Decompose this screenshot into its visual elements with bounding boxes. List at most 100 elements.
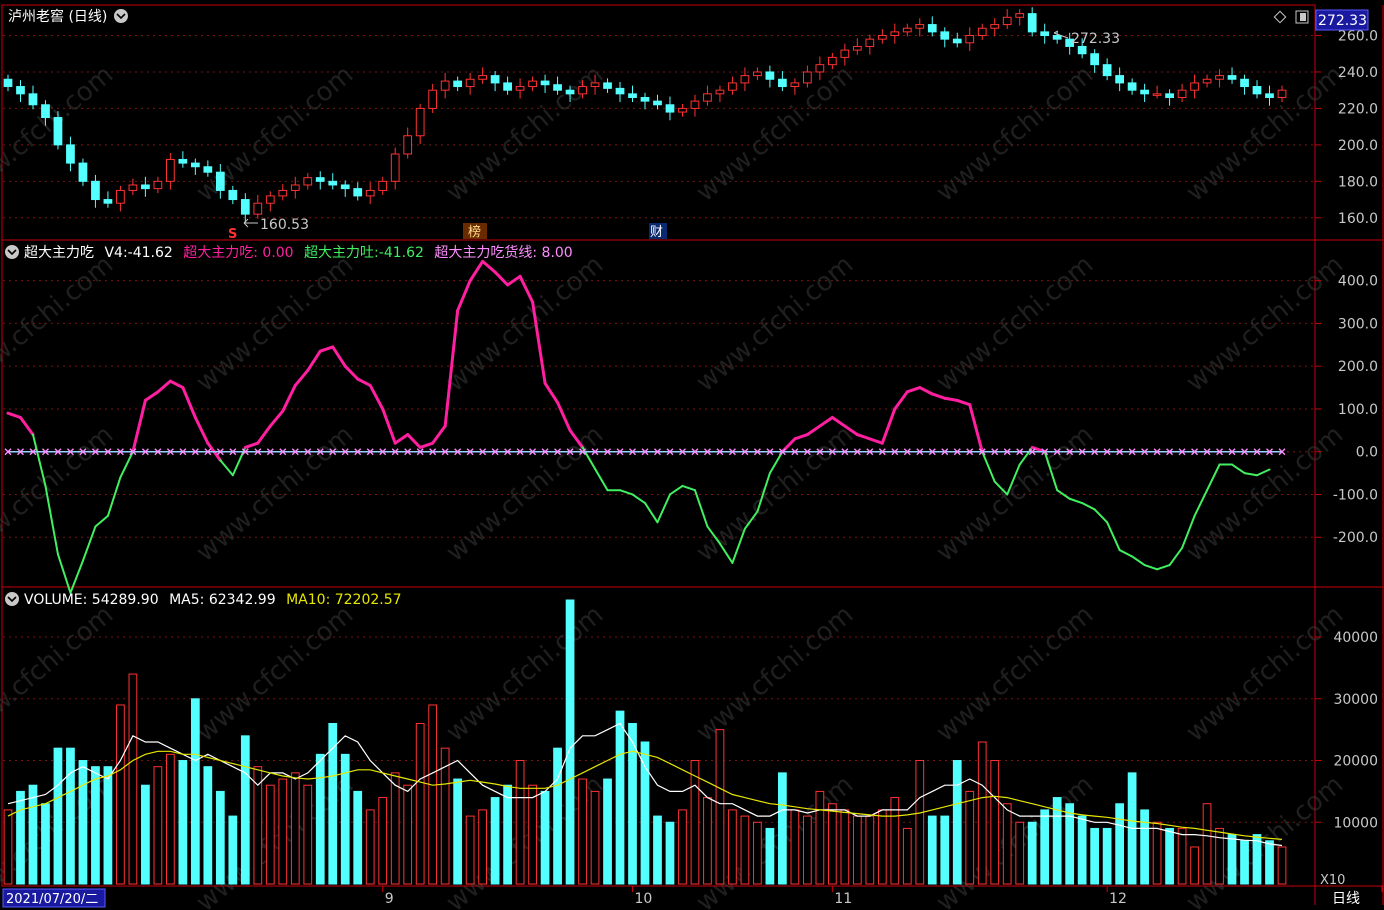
indicator-settings-icon[interactable] [5, 245, 19, 259]
volume-bar-45 [565, 599, 575, 885]
zero-marker-75 [941, 448, 949, 456]
candle-body-89 [1115, 75, 1124, 84]
event-marker-s[interactable]: S [228, 227, 237, 242]
candle-body-99 [1240, 78, 1249, 88]
indicator-segment-70 [868, 437, 884, 445]
volume-tick-label-3: 40000 [1333, 630, 1378, 646]
candle-body-67 [840, 49, 850, 58]
volume-bar-65 [815, 790, 825, 885]
indicator-segment-12 [143, 390, 160, 402]
legend-line-name: 超大主力吃货线 [434, 244, 532, 261]
event-marker-bang[interactable]: 榜 [468, 224, 481, 240]
indicator-segment-61 [756, 472, 771, 513]
volume-bar-13 [166, 753, 175, 885]
zero-marker-43 [541, 448, 549, 456]
candle-body-50 [628, 93, 637, 98]
indicator-tick-label-1: -100.0 [1333, 487, 1378, 503]
zero-marker-67 [841, 448, 849, 456]
y-axis-ticks: 160.0 180.0 200.0 220.0 240.0 260.0 -200.0 -100… [1315, 29, 1378, 831]
indicator-segment-43 [531, 300, 547, 385]
candle-body-28 [353, 188, 363, 197]
volume-bar-15 [190, 698, 200, 885]
candle-body-16 [203, 166, 213, 173]
zero-marker-101 [1266, 448, 1274, 456]
watermark-text-20: www.cfchi.com [441, 600, 610, 748]
zero-marker-59 [741, 448, 749, 456]
indicator-segment-36 [443, 309, 460, 428]
volume-bar-84 [1052, 797, 1062, 885]
indicator-segment-40 [493, 270, 510, 287]
zero-marker-11 [141, 448, 149, 456]
date-cursor-label: 2021/07/20/二 [6, 892, 98, 907]
indicator-segment-20 [243, 441, 260, 449]
x-month-label-1: 10 [635, 891, 653, 907]
zero-marker-69 [866, 448, 874, 456]
event-marker-cai[interactable]: 财 [650, 225, 663, 240]
indicator-segment-65 [805, 424, 822, 437]
zero-marker-55 [691, 448, 699, 456]
candle-body-23 [290, 184, 300, 191]
volume-bar-38 [478, 809, 487, 885]
zero-marker-13 [166, 448, 174, 456]
indicator-segment-11 [131, 398, 147, 454]
indicator-segment-55 [681, 484, 696, 492]
indicator-segment-73 [905, 386, 922, 394]
candle-body-65 [815, 64, 825, 73]
diamond-icon[interactable] [1273, 10, 1287, 24]
candle-body-88 [1102, 64, 1112, 77]
date-cursor-box [2, 888, 106, 908]
candle-body-68 [852, 45, 862, 51]
indicator-segment-53 [656, 493, 671, 524]
watermark-text-4: www.cfchi.com [931, 60, 1100, 208]
period-tab[interactable]: 日线 [1332, 891, 1360, 907]
watermark-text-1: www.cfchi.com [191, 60, 360, 208]
indicator-segment-39 [481, 259, 497, 274]
indicator-segment-30 [368, 383, 385, 411]
zero-marker-27 [341, 448, 349, 456]
candle-body-21 [265, 195, 275, 204]
volume-bar-89 [1115, 803, 1124, 885]
candle-body-29 [365, 189, 375, 197]
event-marker-cai-bg [649, 223, 667, 239]
indicator-segment-72 [893, 390, 909, 411]
volume-bar-55 [690, 760, 700, 885]
candle-body-75 [940, 31, 950, 40]
volume-bar-69 [865, 815, 875, 885]
indicator-segment-90 [1118, 549, 1134, 558]
indicator-segment-71 [880, 407, 897, 445]
volume-bar-4 [53, 747, 63, 885]
candle-body-25 [315, 177, 325, 182]
indicator-tick-label-2: 0.0 [1356, 445, 1378, 461]
indicator-segment-76 [943, 396, 959, 402]
candle-body-1 [16, 86, 25, 95]
indicator-segment-45 [556, 401, 572, 432]
volume-bar-86 [1077, 815, 1087, 885]
indicator-segment-97 [1206, 463, 1221, 492]
candle-body-62 [778, 78, 787, 88]
candle-body-10 [128, 184, 138, 191]
watermark-text-11: www.cfchi.com [1181, 250, 1350, 398]
volume-bar-73 [915, 760, 925, 885]
x-month-label-3: 12 [1109, 891, 1127, 907]
volume-bar-22 [278, 778, 288, 885]
indicator-series [4, 259, 1286, 594]
volume-settings-icon[interactable] [5, 592, 19, 606]
indicator-segment-99 [1231, 463, 1246, 475]
indicator-segment-59 [731, 527, 746, 564]
volume-legend: VOLUME: 54289.90 MA5: 62342.99 MA10: 722… [24, 592, 402, 608]
candle-body-83 [1040, 31, 1050, 37]
candle-body-7 [91, 180, 100, 201]
volume-bar-56 [703, 797, 712, 885]
volume-bar-85 [1065, 803, 1075, 885]
candle-body-22 [278, 189, 288, 197]
zero-marker-47 [591, 448, 599, 456]
window-icon[interactable] [1295, 10, 1309, 24]
zero-marker-5 [66, 448, 74, 456]
candle-body-81 [1015, 13, 1025, 18]
candle-body-97 [1215, 75, 1224, 80]
legend-v4-name: V4 [104, 245, 123, 261]
zero-marker-73 [916, 448, 924, 456]
settings-circle-icon[interactable] [114, 9, 128, 23]
